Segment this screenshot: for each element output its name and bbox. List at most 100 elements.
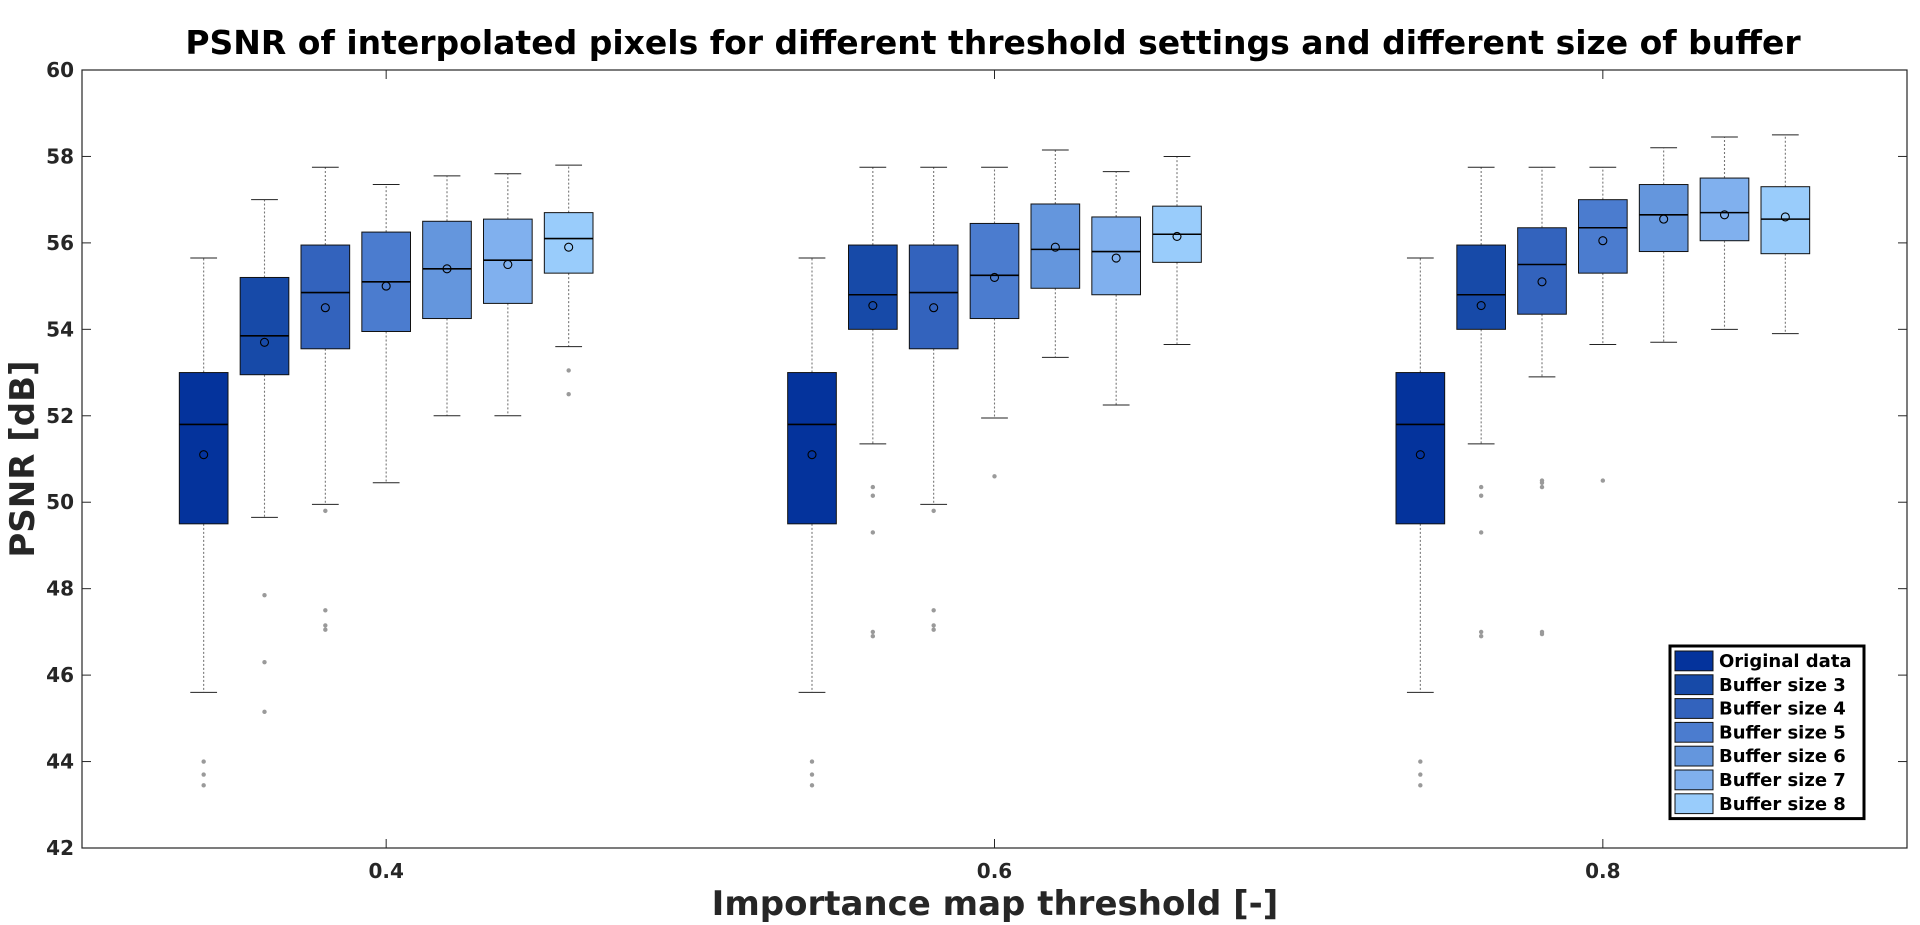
box	[239, 276, 290, 376]
plot-area	[178, 134, 1811, 788]
outlier-point	[809, 783, 815, 788]
box-plot	[483, 173, 533, 417]
x-tick-label: 0.8	[1585, 859, 1620, 883]
legend-swatch	[1674, 793, 1714, 815]
y-tick-label: 54	[46, 317, 74, 341]
legend-swatch	[1674, 650, 1714, 672]
legend-label: Buffer size 5	[1719, 722, 1846, 743]
mean-marker	[1719, 210, 1730, 220]
outlier-point	[323, 623, 328, 628]
y-tick-label: 46	[46, 663, 74, 687]
outlier-point	[809, 772, 815, 777]
box-plot	[848, 166, 898, 639]
box	[1699, 177, 1750, 242]
outlier-point	[1539, 631, 1545, 637]
mean-marker	[564, 242, 574, 252]
box-plot	[178, 257, 229, 788]
mean-marker	[503, 259, 513, 270]
outlier-point	[323, 608, 328, 613]
outlier-point	[201, 772, 206, 777]
y-tick-label: 44	[46, 750, 74, 774]
box	[1456, 244, 1507, 330]
mean-marker	[1111, 253, 1121, 263]
outlier-point	[870, 634, 876, 639]
box	[1030, 203, 1081, 289]
mean-marker	[1537, 277, 1547, 287]
outlier-point	[1478, 629, 1484, 635]
box-plot	[1638, 147, 1689, 343]
box-plot	[239, 199, 290, 715]
outlier-point	[1418, 772, 1423, 777]
outlier-point	[1478, 484, 1484, 490]
mean-marker	[1598, 236, 1608, 246]
box-plot	[1760, 134, 1811, 335]
box	[787, 372, 837, 525]
mean-marker	[868, 301, 878, 311]
mean-marker	[1476, 301, 1486, 311]
outlier-point	[323, 627, 328, 632]
outlier-point	[992, 474, 997, 479]
y-tick-label: 56	[46, 231, 74, 255]
outlier-point	[870, 530, 876, 535]
box-plot	[1578, 166, 1628, 483]
y-tick-label: 52	[46, 404, 74, 428]
legend-label: Buffer size 4	[1719, 699, 1846, 720]
box-plot	[969, 166, 1020, 479]
outlier-point	[566, 368, 571, 373]
box	[969, 222, 1020, 320]
outlier-point	[931, 627, 936, 632]
box	[1091, 216, 1142, 296]
outlier-point	[1478, 493, 1484, 498]
y-tick-label: 42	[46, 836, 74, 860]
box-plot	[787, 257, 837, 788]
box	[848, 244, 898, 330]
box-plot	[543, 164, 594, 397]
y-axis-label: PSNR [dB]	[3, 360, 43, 557]
mean-marker	[320, 303, 330, 313]
outlier-point	[323, 508, 328, 514]
y-tick-label: 48	[46, 577, 74, 601]
outlier-point	[201, 783, 206, 788]
box	[422, 220, 472, 320]
outlier-point	[1418, 783, 1423, 788]
box	[300, 244, 351, 350]
box	[483, 218, 533, 304]
mean-marker	[199, 450, 209, 460]
mean-marker	[989, 272, 1000, 283]
outlier-point	[1478, 530, 1484, 535]
mean-marker	[442, 264, 452, 274]
outlier-point	[931, 508, 936, 514]
outlier-point	[1600, 478, 1606, 483]
box-plot	[908, 166, 959, 632]
legend-swatch	[1674, 721, 1714, 743]
legend-swatch	[1674, 674, 1714, 696]
legend-swatch	[1674, 745, 1714, 767]
outlier-point	[870, 629, 876, 635]
outlier-point	[870, 484, 876, 490]
outlier-point	[931, 608, 936, 613]
box	[908, 244, 959, 350]
box	[1395, 372, 1446, 525]
legend-swatch	[1674, 769, 1714, 791]
mean-marker	[929, 303, 939, 313]
box-plot	[1456, 166, 1507, 639]
x-tick-label: 0.6	[977, 859, 1012, 883]
box-plot	[1091, 171, 1142, 406]
legend-label: Original data	[1719, 651, 1852, 672]
outlier-point	[201, 759, 206, 764]
mean-marker	[1780, 212, 1790, 222]
axes: 42 44 46 48 50 52 54 56 58 60 0.4 0.6 0.8	[46, 58, 1907, 883]
y-tick-label: 50	[46, 490, 74, 514]
y-tick-label: 58	[46, 144, 74, 168]
box-plot	[1395, 257, 1446, 788]
box	[1760, 186, 1811, 255]
box	[1638, 184, 1689, 253]
box-plot	[1517, 166, 1567, 637]
box-plot	[300, 166, 351, 632]
box-plot	[1030, 149, 1081, 358]
mean-marker	[1050, 242, 1060, 252]
outlier-point	[262, 709, 267, 715]
x-tick-label: 0.4	[368, 859, 403, 883]
mean-marker	[1172, 231, 1182, 241]
outlier-point	[931, 623, 936, 628]
